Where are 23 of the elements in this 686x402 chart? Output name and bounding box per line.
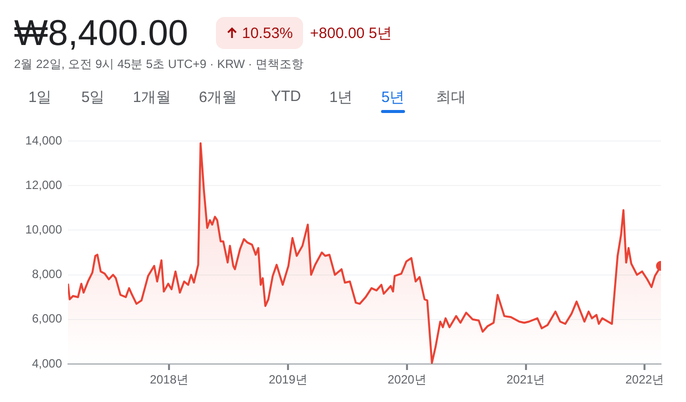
text: 5일 (81, 88, 105, 107)
y-tick-label: 14,000 (25, 133, 62, 148)
y-tick-label: 4,000 (32, 356, 62, 370)
y-tick-label: 6,000 (32, 312, 62, 326)
text: YTD (271, 88, 301, 105)
x-tick-label: 2020년 (388, 372, 426, 387)
text: 6개월 (198, 88, 238, 107)
text: 10.53% (242, 24, 293, 42)
x-tick-label: 2019년 (268, 372, 308, 387)
text: 1일 (28, 88, 52, 107)
x-tick-label: 2018년 (150, 372, 189, 387)
text: 1년 (329, 88, 353, 107)
y-tick-label: 10,000 (25, 222, 62, 237)
text: 1개월 (132, 88, 172, 107)
chart-subtitle: 2월 22일, 오전 9시 45분 5초 UTC+9 · KRW · 면책조항 (14, 56, 304, 73)
x-tick-label: 2021년 (506, 372, 546, 387)
x-tick-label: 2022년 (625, 372, 664, 387)
y-tick-label: 12,000 (25, 178, 62, 192)
text: 5년 (381, 88, 405, 107)
chart-title: ₩8,400.00 (14, 12, 188, 54)
text: 최대 (436, 88, 466, 107)
text: +800.00 5년 (310, 24, 392, 43)
y-tick-label: 8,000 (32, 267, 62, 282)
